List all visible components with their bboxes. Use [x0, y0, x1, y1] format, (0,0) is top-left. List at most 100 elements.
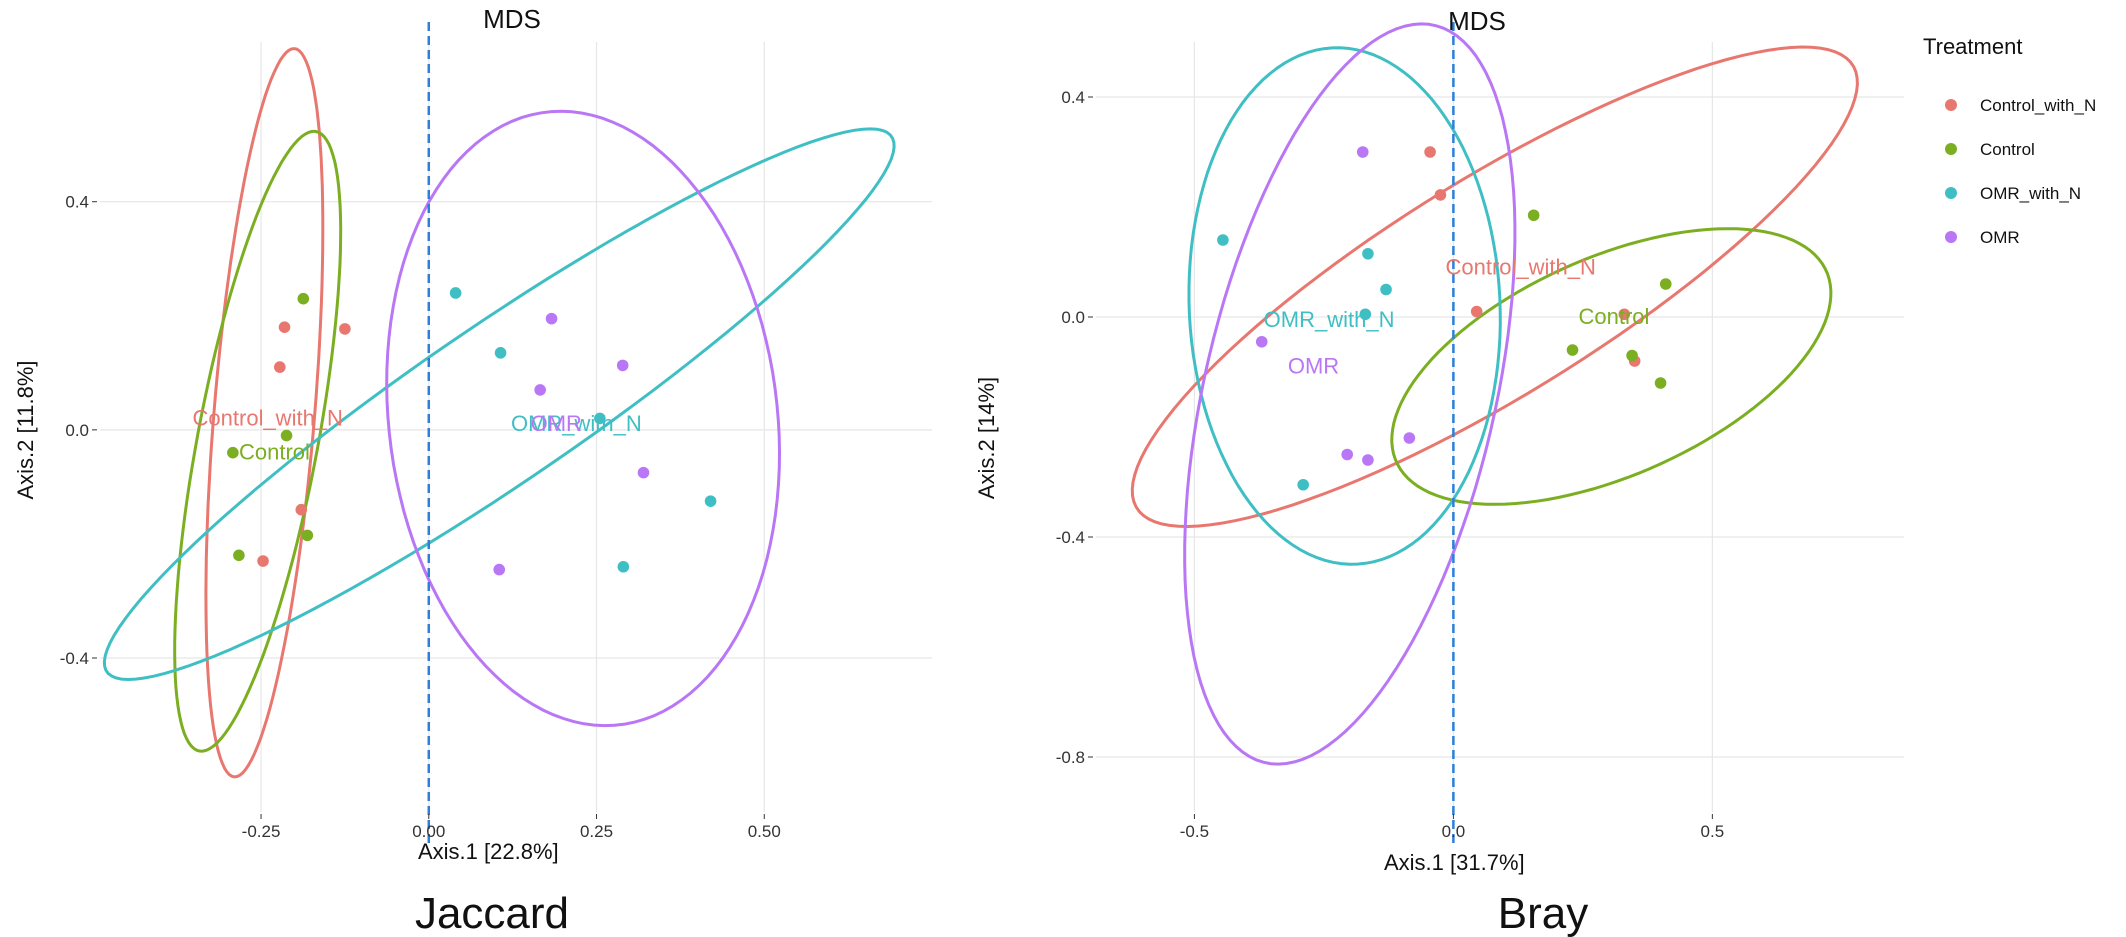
jaccard-point-3-4: [493, 563, 506, 576]
bray-group-label-1: Control: [1578, 304, 1649, 329]
bray-y-tick-label-1: -0.4: [1056, 528, 1085, 547]
jaccard-point-1-1: [280, 429, 293, 442]
bray-y-axis-label: Axis.2 [14%]: [974, 377, 999, 499]
bray-x-tick-label-1: 0.0: [1442, 822, 1466, 841]
jaccard-point-0-1: [274, 361, 286, 373]
bray-point-2-3: [1359, 308, 1372, 321]
jaccard-group-label-0: Control_with_N: [193, 405, 343, 430]
bray-point-2-2: [1380, 283, 1392, 296]
jaccard-ellipse-0: [204, 47, 325, 779]
jaccard-point-2-0: [449, 287, 462, 299]
bray-ellipse-1: [1390, 227, 1833, 506]
legend-label-3: OMR: [1980, 228, 2020, 247]
jaccard-point-1-4: [233, 549, 245, 562]
jaccard-x-tick-label-0: -0.25: [242, 822, 281, 841]
bray-panel: Control_with_N Control OMR_with_N OMR -0.5 0…: [974, 6, 1904, 937]
jaccard-group-label-1: Control: [239, 440, 310, 465]
jaccard-point-3-2: [534, 384, 546, 396]
jaccard-points: [227, 287, 717, 576]
legend-label-2: OMR_with_N: [1980, 184, 2081, 203]
bray-y-ticks: -0.8 -0.4 0.0 0.4: [1056, 88, 1093, 767]
bray-ellipse-0: [1130, 45, 1859, 529]
jaccard-point-0-2: [339, 323, 351, 335]
bray-point-3-4: [1403, 432, 1416, 444]
jaccard-caption: Jaccard: [415, 889, 569, 937]
legend-title: Treatment: [1923, 34, 2022, 59]
bray-x-tick-label-2: 0.5: [1701, 822, 1725, 841]
legend-items: Control_with_N Control OMR_with_N OMR: [1945, 96, 2096, 247]
jaccard-group-label-3: OMR: [531, 411, 582, 436]
bray-point-0-3: [1618, 308, 1631, 321]
jaccard-point-0-0: [278, 321, 291, 333]
bray-group-label-3: OMR: [1288, 354, 1339, 379]
bray-point-3-2: [1341, 448, 1354, 461]
bray-ellipse-2: [1187, 46, 1502, 566]
jaccard-point-3-1: [616, 359, 629, 372]
bray-point-2-0: [1217, 234, 1229, 246]
jaccard-y-ticks: -0.4 0.0 0.4: [60, 193, 97, 668]
jaccard-point-2-3: [704, 495, 717, 507]
legend-key-1: [1945, 143, 1957, 155]
legend-label-0: Control_with_N: [1980, 96, 2096, 115]
jaccard-x-tick-label-2: 0.25: [580, 822, 613, 841]
bray-point-0-0: [1424, 146, 1436, 158]
bray-y-tick-label-0: -0.8: [1056, 748, 1085, 767]
jaccard-group-label-2: OMR_with_N: [511, 411, 642, 436]
bray-y-tick-label-3: 0.4: [1061, 88, 1085, 107]
jaccard-ellipse-1: [173, 129, 343, 753]
bray-ellipse-3: [1183, 22, 1517, 766]
bray-grid: [1096, 42, 1904, 812]
jaccard-title: MDS: [483, 4, 541, 34]
bray-point-1-4: [1654, 377, 1667, 389]
jaccard-point-2-2: [594, 412, 606, 425]
bray-x-axis-label: Axis.1 [31.7%]: [1384, 850, 1525, 875]
jaccard-x-tick-label-3: 0.50: [748, 822, 781, 841]
legend-key-3: [1945, 231, 1957, 243]
bray-point-3-0: [1356, 146, 1369, 158]
bray-point-1-3: [1626, 349, 1638, 362]
bray-point-1-2: [1566, 344, 1579, 356]
jaccard-y-axis-label: Axis.2 [11.8%]: [13, 361, 38, 500]
jaccard-point-1-2: [227, 446, 239, 459]
bray-point-2-4: [1297, 478, 1309, 491]
jaccard-x-axis-label: Axis.1 [22.8%]: [418, 839, 559, 864]
jaccard-y-tick-label-0: -0.4: [60, 649, 89, 668]
jaccard-point-1-0: [297, 292, 310, 305]
legend-key-0: [1945, 99, 1957, 111]
bray-y-tick-label-2: 0.0: [1061, 308, 1085, 327]
bray-caption: Bray: [1498, 889, 1588, 937]
jaccard-point-1-3: [301, 529, 314, 542]
bray-point-0-2: [1470, 305, 1483, 318]
treatment-legend: Treatment Control_with_N Control OMR_with_…: [1923, 34, 2096, 247]
bray-point-1-0: [1527, 209, 1540, 222]
bray-group-labels: Control_with_N Control OMR_with_N OMR: [1264, 255, 1650, 379]
jaccard-x-tick-label-1: 0.00: [412, 822, 445, 841]
bray-point-2-1: [1362, 247, 1374, 260]
bray-point-0-1: [1434, 189, 1447, 201]
jaccard-ellipse-3: [385, 109, 782, 728]
bray-ellipses: [1130, 22, 1859, 766]
bray-x-ticks: -0.5 0.0 0.5: [1180, 814, 1724, 841]
jaccard-y-tick-label-2: 0.4: [65, 193, 89, 212]
bray-point-3-1: [1255, 335, 1268, 348]
jaccard-point-2-1: [494, 347, 507, 359]
bray-point-3-3: [1362, 454, 1374, 466]
jaccard-point-2-4: [617, 560, 630, 573]
jaccard-y-tick-label-1: 0.0: [65, 421, 89, 440]
bray-title: MDS: [1448, 6, 1506, 36]
bray-group-label-2: OMR_with_N: [1264, 307, 1395, 332]
bray-group-label-0: Control_with_N: [1446, 255, 1596, 280]
jaccard-point-0-4: [257, 555, 269, 567]
jaccard-ellipse-2: [102, 127, 896, 682]
bray-points: [1217, 146, 1672, 491]
bray-x-tick-label-0: -0.5: [1180, 822, 1209, 841]
legend-key-2: [1945, 187, 1957, 199]
jaccard-point-3-3: [637, 466, 650, 479]
bray-point-1-1: [1659, 278, 1672, 290]
jaccard-ellipses: [102, 47, 896, 779]
jaccard-point-3-0: [545, 312, 558, 325]
jaccard-x-ticks: -0.25 0.00 0.25 0.50: [242, 814, 781, 841]
legend-label-1: Control: [1980, 140, 2035, 159]
